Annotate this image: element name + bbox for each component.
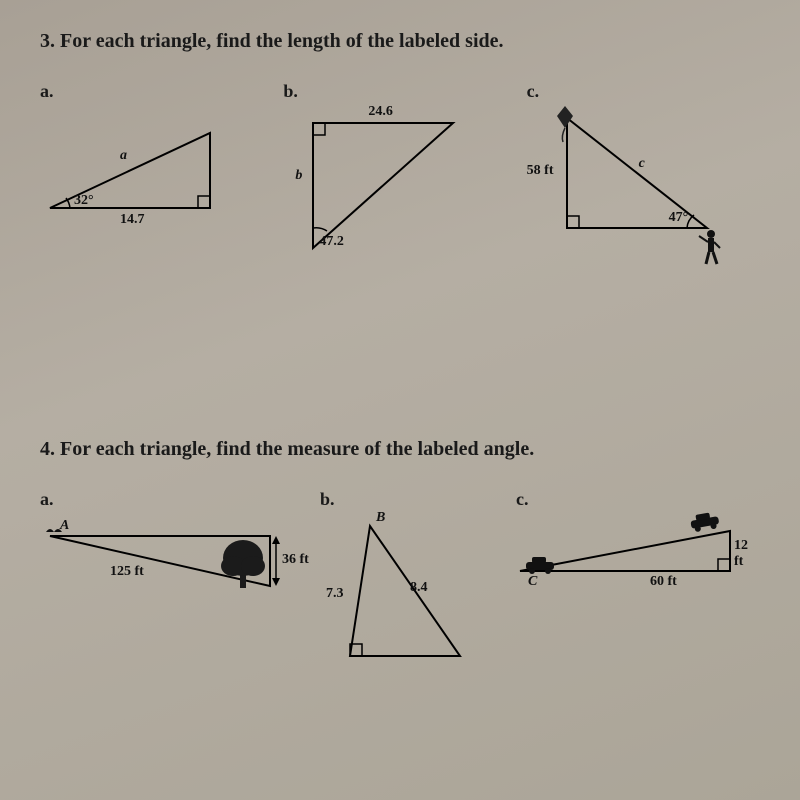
q4b-left: 7.3 [326,586,344,602]
q4b-figure: B 7.3 8.4 [320,516,500,686]
right-angle-icon [567,216,579,228]
q4c-vertex: C [528,574,537,590]
q4b-label: b. [320,489,500,510]
q3c: c. [527,81,760,288]
q3a-hypo: a [120,148,127,164]
q4a: a. [40,489,310,626]
q3b: b. 24.6 b 47.2 [283,81,516,268]
q3a: a. 32° 14.7 a [40,81,273,268]
right-angle-icon [313,123,325,135]
q3b-triangle [313,123,453,248]
q3a-label: a. [40,81,273,102]
q4a-height: 36 ft [282,552,309,568]
q4c: c. [510,489,760,626]
q4c-figure: C 60 ft 12 ft [510,516,760,626]
q3b-figure: 24.6 b 47.2 [283,108,516,268]
right-angle-icon [198,196,210,208]
q3b-angle: 47.2 [319,234,344,250]
right-angle-icon [718,559,730,571]
q3a-svg [40,108,230,258]
angle-arc-icon [313,228,327,231]
q3b-top: 24.6 [368,104,393,120]
q4b-svg [320,516,490,686]
q3c-label: c. [527,81,760,102]
q3a-base: 14.7 [120,212,145,228]
q4b: b. B 7.3 8.4 [320,489,500,686]
q3c-left: 58 ft [527,163,554,179]
q4-title: 4. For each triangle, find the measure o… [40,438,760,461]
page: 3. For each triangle, find the length of… [0,0,800,800]
q4a-svg [40,516,300,626]
q4a-label: a. [40,489,310,510]
q4a-vertex: A [60,518,69,534]
q4a-base: 125 ft [110,564,144,580]
q4a-figure: A 125 ft 36 ft [40,516,310,626]
tree-icon [221,540,265,588]
q3c-svg [527,108,737,278]
q3-title: 3. For each triangle, find the length of… [40,30,760,53]
q4c-label: c. [516,489,760,510]
q4c-svg [510,516,760,616]
q3b-label: b. [283,81,516,102]
q3c-hypo: c [639,156,645,172]
q3a-figure: 32° 14.7 a [40,108,273,268]
q3b-left: b [295,168,302,184]
q3c-figure: 58 ft c 47° [527,108,760,288]
q4c-base: 60 ft [650,574,677,590]
q3b-svg [283,108,473,268]
q4b-triangle [350,526,460,656]
q4b-vertex: B [376,510,385,526]
q3c-angle: 47° [669,210,689,226]
height-arrow-icon [272,536,280,586]
car-icon [689,511,720,533]
q4c-height: 12 ft [734,538,760,570]
q3-row: a. 32° 14.7 a b. 24.6 [40,81,760,288]
kite-icon [557,106,573,142]
person-icon [699,230,720,264]
q4-row: a. [40,489,760,686]
q3a-angle: 32° [74,193,94,209]
q4b-hypo: 8.4 [410,580,428,596]
